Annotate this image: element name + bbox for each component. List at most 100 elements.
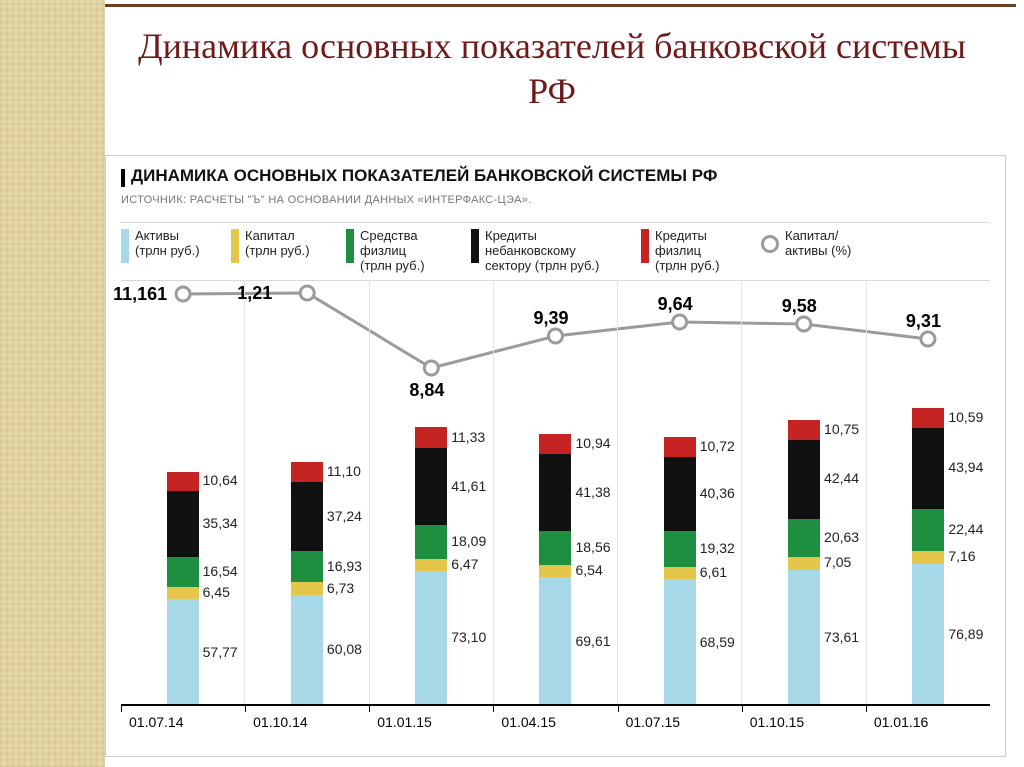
plot-area: 57,776,4516,5435,3410,6460,086,7316,9337… [121,280,990,742]
bar-segment-capital [291,582,323,594]
bar-segment-assets [539,577,571,706]
bar-column: 68,596,6119,3240,3610,72 [618,280,742,706]
value-label: 57,77 [203,644,238,660]
legend-item: Капитал/активы (%) [761,229,891,274]
chart-heading: ДИНАМИКА ОСНОВНЫХ ПОКАЗАТЕЛЕЙ БАНКОВСКОЙ… [131,166,717,186]
line-value-label: 11,161 [113,284,167,305]
legend-item: Кредитынебанковскомусектору (трлн руб.) [471,229,641,274]
bar-segment-deposits [291,551,323,582]
value-label: 41,38 [575,484,610,500]
bar-segment-deposits [788,519,820,557]
stacked-bar [291,462,323,706]
value-label: 10,72 [700,438,735,454]
value-label: 11,33 [451,429,485,445]
value-label: 10,59 [948,409,983,425]
bar-segment-capital [415,559,447,571]
line-value-label: 9,64 [658,294,693,315]
line-value-label: 1,21 [237,283,272,304]
legend-label: Капитал/активы (%) [785,229,851,259]
value-label: 6,54 [575,562,602,578]
bar-segment-deposits [912,509,944,551]
value-label: 42,44 [824,470,859,486]
x-axis-label: 01.04.15 [493,706,617,742]
legend-marker [761,235,779,253]
value-label: 10,64 [203,472,238,488]
bar-segment-retail [788,420,820,440]
bar-segment-assets [415,571,447,706]
value-label: 73,10 [451,629,486,645]
stacked-bar [415,427,447,706]
legend-swatch [231,229,239,263]
value-label: 7,05 [824,554,851,570]
value-label: 6,45 [203,584,230,600]
legend-label: Капитал(трлн руб.) [245,229,310,259]
value-label: 10,94 [575,435,610,451]
bar-segment-corp [291,482,323,551]
chart-panel: ДИНАМИКА ОСНОВНЫХ ПОКАЗАТЕЛЕЙ БАНКОВСКОЙ… [105,155,1006,757]
value-label: 60,08 [327,641,362,657]
bar-segment-retail [415,427,447,448]
stacked-bar [912,408,944,706]
value-label: 40,36 [700,485,735,501]
line-value-label: 9,31 [906,311,941,332]
value-label: 76,89 [948,626,983,642]
legend-item: Средствафизлиц(трлн руб.) [346,229,471,274]
value-label: 18,09 [451,533,486,549]
value-label: 73,61 [824,629,859,645]
value-label: 18,56 [575,539,610,555]
top-border [105,4,1016,7]
bar-segment-retail [167,472,199,492]
bar-segment-deposits [539,531,571,565]
legend-swatch [471,229,479,263]
slide-title: Динамика основных показателей банковской… [120,24,984,114]
value-label: 6,61 [700,564,727,580]
legend-swatch [121,229,129,263]
value-label: 41,61 [451,478,486,494]
legend: Активы(трлн руб.) Капитал(трлн руб.) Средс… [121,222,990,281]
value-label: 6,73 [327,580,354,596]
bar-segment-corp [415,448,447,525]
bar-segment-retail [912,408,944,428]
line-value-label: 9,39 [534,308,569,329]
left-texture [0,0,105,767]
legend-item: Капитал(трлн руб.) [231,229,346,274]
value-label: 22,44 [948,521,983,537]
legend-swatch [346,229,354,263]
x-axis-label: 01.01.15 [369,706,493,742]
bar-segment-retail [664,437,696,457]
legend-swatch [641,229,649,263]
stacked-bar [539,434,571,706]
bar-segment-corp [788,440,820,519]
heading-accent [121,169,125,187]
bar-column: 60,086,7316,9337,2411,10 [245,280,369,706]
bar-segment-assets [788,570,820,706]
x-axis-label: 01.10.14 [245,706,369,742]
bar-segment-deposits [167,557,199,588]
bar-segment-corp [912,428,944,509]
legend-label: Активы(трлн руб.) [135,229,200,259]
chart-source: ИСТОЧНИК: РАСЧЕТЫ "Ъ" НА ОСНОВАНИИ ДАННЫ… [121,194,532,206]
bar-segment-deposits [664,531,696,567]
bar-column: 76,897,1622,4443,9410,59 [867,280,990,706]
legend-item: Кредитыфизлиц(трлн руб.) [641,229,761,274]
bar-segment-retail [291,462,323,483]
x-axis-label: 01.10.15 [742,706,866,742]
x-axis-label: 01.01.16 [866,706,990,742]
x-axis-label: 01.07.14 [121,706,245,742]
value-label: 16,54 [203,563,238,579]
bar-segment-capital [912,551,944,564]
value-label: 10,75 [824,421,859,437]
bar-column: 73,106,4718,0941,6111,33 [370,280,494,706]
legend-item: Активы(трлн руб.) [121,229,231,274]
line-value-label: 8,84 [409,380,444,401]
bar-column: 73,617,0520,6342,4410,75 [742,280,866,706]
value-label: 11,10 [327,463,361,479]
bar-column: 69,616,5418,5641,3810,94 [494,280,618,706]
bar-segment-assets [912,564,944,706]
bar-segment-capital [788,557,820,570]
legend-label: Кредитыфизлиц(трлн руб.) [655,229,720,274]
bar-segment-assets [664,579,696,706]
bar-segment-retail [539,434,571,454]
bar-segment-assets [291,595,323,706]
bar-segment-capital [664,567,696,579]
